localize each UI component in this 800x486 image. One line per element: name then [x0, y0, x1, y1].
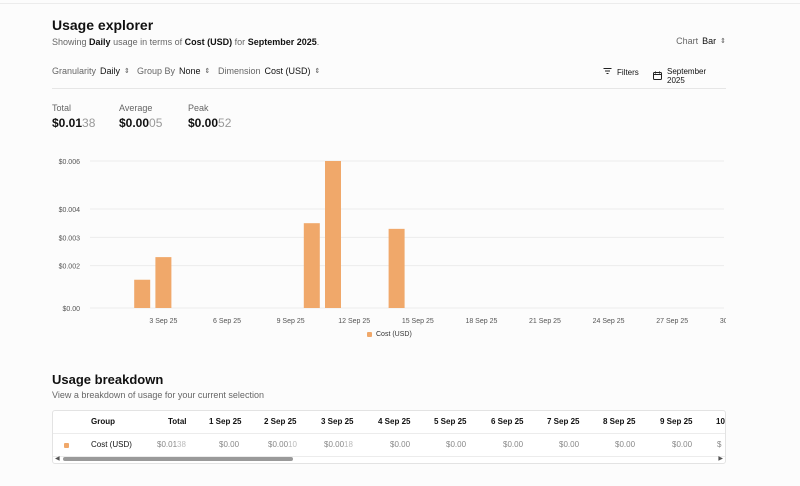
series-color-dot — [64, 443, 69, 448]
x-tick-label: 21 Sep 25 — [529, 318, 561, 325]
filter-lines-icon — [603, 67, 612, 77]
column-header[interactable]: Group — [91, 417, 115, 426]
breakdown-subtitle: View a breakdown of usage for your curre… — [52, 390, 264, 400]
row-cell: $ — [717, 440, 722, 449]
date-range-button[interactable]: September 2025 — [653, 67, 726, 85]
toolbar: Granularity Daily ⇕ Group By None ⇕ Dime… — [52, 66, 726, 85]
row-group: Cost (USD) — [91, 440, 132, 449]
column-header[interactable]: 4 Sep 25 — [378, 417, 411, 426]
scroll-left-icon[interactable]: ◀ — [55, 456, 60, 462]
column-header[interactable]: 3 Sep 25 — [321, 417, 354, 426]
column-header[interactable]: 7 Sep 25 — [547, 417, 580, 426]
x-tick-label: 12 Sep 25 — [338, 318, 370, 325]
row-cell: $0.00 — [390, 440, 411, 449]
row-cell: $0.00 — [615, 440, 636, 449]
y-tick-label: $0.004 — [59, 207, 81, 214]
x-tick-label: 24 Sep 25 — [593, 318, 625, 325]
stat-average-value: $0.0005 — [119, 116, 163, 130]
row-cell: $0.00 — [446, 440, 467, 449]
bar[interactable] — [325, 161, 341, 308]
breakdown-table: Group Total 1 Sep 25 2 Sep 25 3 Sep 25 4… — [52, 410, 726, 464]
stat-peak-value: $0.0052 — [188, 116, 232, 130]
horizontal-scrollbar[interactable]: ◀ ▶ — [53, 454, 725, 463]
stat-total: Total $0.0138 — [52, 103, 96, 130]
bar[interactable] — [155, 257, 172, 308]
row-cell: $0.00 — [672, 440, 693, 449]
filters-button[interactable]: Filters — [603, 67, 639, 77]
x-tick-label: 6 Sep 25 — [213, 318, 241, 325]
y-tick-label: $0.003 — [59, 235, 81, 242]
granularity-select[interactable]: Granularity Daily ⇕ — [52, 66, 130, 76]
scroll-right-icon[interactable]: ▶ — [718, 456, 723, 462]
column-header[interactable]: Total — [168, 417, 187, 426]
stat-peak: Peak $0.0052 — [188, 103, 232, 130]
table-row: Cost (USD) $0.0138 $0.00 $0.0010 $0.0018… — [53, 434, 725, 457]
chevron-up-down-icon: ⇕ — [124, 67, 130, 75]
toolbar-divider — [52, 88, 726, 89]
y-tick-label: $0.00 — [62, 306, 80, 313]
x-tick-label: 15 Sep 25 — [402, 318, 434, 325]
breakdown-title: Usage breakdown — [52, 372, 164, 387]
dimension-select[interactable]: Dimension Cost (USD) ⇕ — [218, 66, 321, 76]
y-tick-label: $0.006 — [59, 159, 81, 166]
usage-bar-chart: $0.00 $0.002 $0.003 $0.004 $0.006 3 Sep 25 6 S… — [59, 159, 726, 325]
x-tick-label: 30 Sep 25 — [720, 318, 726, 325]
chart-legend: Cost (USD) — [367, 331, 412, 338]
x-tick-label: 27 Sep 25 — [656, 318, 688, 325]
x-tick-label: 18 Sep 25 — [465, 318, 497, 325]
stat-average: Average $0.0005 — [119, 103, 163, 130]
bar[interactable] — [303, 223, 320, 308]
page-subtitle: Showing Daily usage in terms of Cost (US… — [52, 37, 320, 47]
stat-total-value: $0.0138 — [52, 116, 96, 130]
legend-label: Cost (USD) — [376, 331, 412, 338]
scrollbar-thumb[interactable] — [63, 457, 293, 461]
chevron-up-down-icon: ⇕ — [204, 67, 211, 75]
chevron-up-down-icon: ⇕ — [314, 67, 321, 75]
row-cell: $0.00 — [559, 440, 580, 449]
bar[interactable] — [388, 228, 405, 308]
row-total: $0.0138 — [157, 440, 186, 449]
calendar-icon — [653, 71, 662, 82]
column-header[interactable]: 2 Sep 25 — [264, 417, 297, 426]
top-divider — [0, 3, 800, 4]
row-cell: $0.00 — [503, 440, 524, 449]
chart-type-select[interactable]: Chart Bar ⇕ — [676, 36, 726, 46]
x-tick-label: 3 Sep 25 — [149, 318, 177, 325]
table-header-row: Group Total 1 Sep 25 2 Sep 25 3 Sep 25 4… — [53, 411, 725, 434]
row-cell: $0.00 — [219, 440, 240, 449]
page-title: Usage explorer — [52, 17, 154, 33]
bar[interactable] — [134, 279, 151, 308]
row-cell: $0.0018 — [324, 440, 353, 449]
group-by-select[interactable]: Group By None ⇕ — [137, 66, 211, 76]
usage-explorer-page: Usage explorer Showing Daily usage in te… — [52, 0, 726, 486]
y-tick-label: $0.002 — [59, 264, 81, 271]
column-header[interactable]: 10 — [716, 417, 725, 426]
column-header[interactable]: 8 Sep 25 — [603, 417, 636, 426]
column-header[interactable]: 1 Sep 25 — [209, 417, 242, 426]
column-header[interactable]: 9 Sep 25 — [660, 417, 693, 426]
column-header[interactable]: 5 Sep 25 — [434, 417, 467, 426]
chevron-up-down-icon: ⇕ — [720, 37, 726, 45]
row-cell: $0.0010 — [268, 440, 297, 449]
legend-swatch — [367, 332, 372, 337]
column-header[interactable]: 6 Sep 25 — [491, 417, 524, 426]
x-tick-label: 9 Sep 25 — [277, 318, 305, 325]
